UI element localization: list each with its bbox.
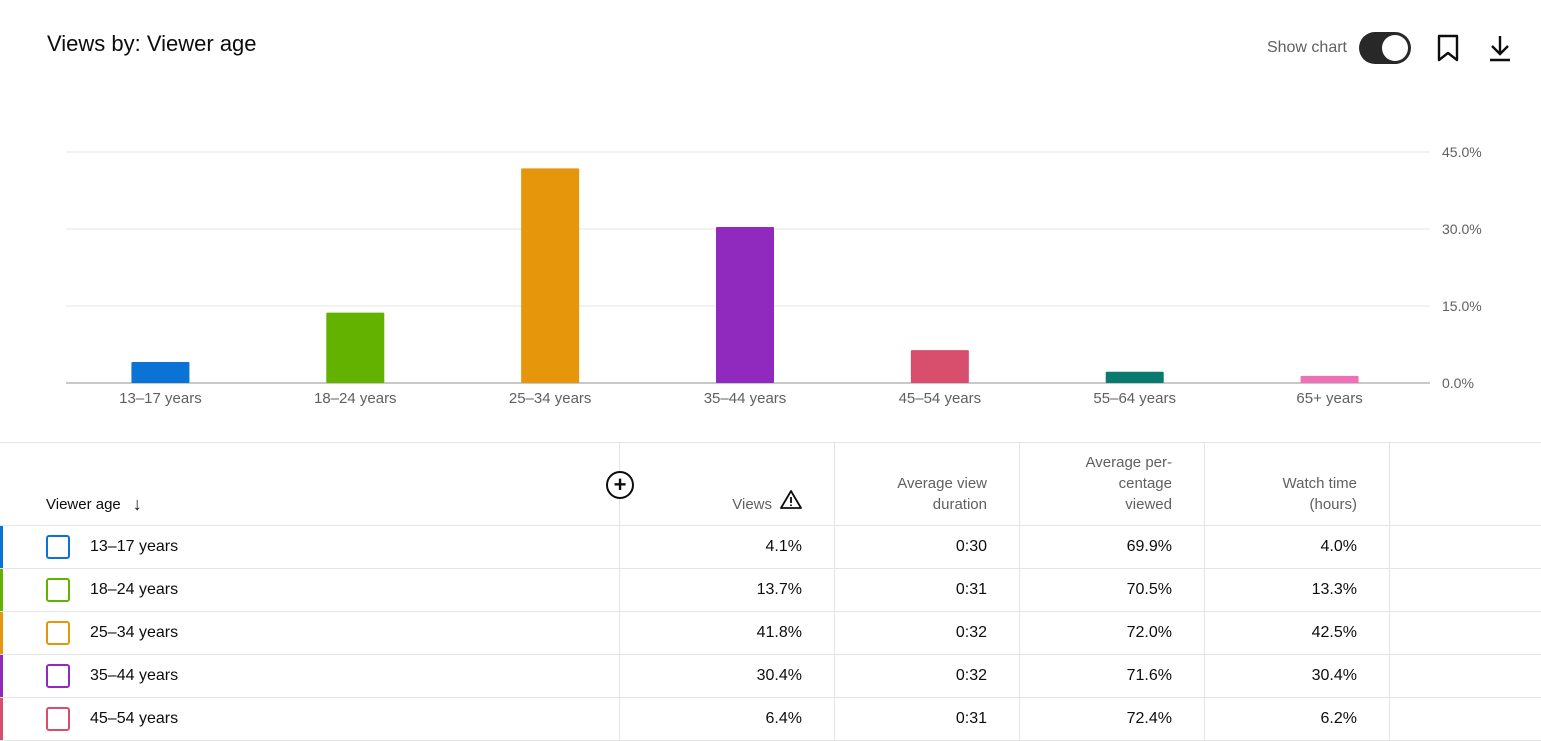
x-tick-label: 25–34 years [509, 390, 592, 407]
col-views[interactable]: Views [620, 443, 835, 525]
warning-icon [780, 489, 802, 515]
row-checkbox[interactable] [46, 578, 70, 602]
x-tick-label: 13–17 years [119, 390, 202, 407]
table-row[interactable]: 18–24 years 13.7% 0:31 70.5% 13.3% [0, 569, 1541, 612]
bar[interactable] [1300, 375, 1359, 383]
avg-percentage-cell: 71.6% [1020, 655, 1205, 697]
row-color-indicator [0, 612, 3, 654]
table-row[interactable]: 45–54 years 6.4% 0:31 72.4% 6.2% [0, 698, 1541, 741]
row-color-indicator [0, 569, 3, 611]
age-label: 25–34 years [90, 624, 179, 641]
bookmark-icon[interactable] [1433, 33, 1463, 63]
page-title: Views by: Viewer age [47, 31, 257, 56]
sort-down-icon: ↓ [132, 494, 142, 514]
col-viewer-age[interactable]: Viewer age ↓ [0, 443, 620, 525]
x-tick-label: 55–64 years [1093, 390, 1176, 407]
bar[interactable] [910, 350, 969, 383]
age-label: 35–44 years [90, 667, 179, 684]
x-tick-label: 18–24 years [314, 390, 397, 407]
views-cell: 4.1% [620, 526, 835, 568]
views-cell: 13.7% [620, 569, 835, 611]
col-avg-view-duration[interactable]: Average view duration [835, 443, 1020, 525]
watch-time-cell: 13.3% [1205, 569, 1390, 611]
watch-time-cell: 30.4% [1205, 655, 1390, 697]
avg-duration-cell: 0:32 [835, 655, 1020, 697]
bar[interactable] [131, 361, 190, 383]
bar[interactable] [326, 312, 385, 383]
views-cell: 30.4% [620, 655, 835, 697]
col-avg-percentage-viewed[interactable]: Average per- centage viewed [1020, 443, 1205, 525]
y-tick-label: 15.0% [1442, 298, 1482, 314]
y-tick-label: 30.0% [1442, 221, 1482, 237]
age-label: 13–17 years [90, 538, 179, 555]
x-tick-label: 35–44 years [704, 390, 787, 407]
watch-time-cell: 42.5% [1205, 612, 1390, 654]
row-color-indicator [0, 526, 3, 568]
avg-duration-cell: 0:30 [835, 526, 1020, 568]
avg-duration-cell: 0:31 [835, 569, 1020, 611]
x-tick-label: 45–54 years [899, 390, 982, 407]
bar-chart: 0.0% 15.0% 30.0% 45.0% 13–17 years 18–24 year… [66, 144, 1482, 407]
table-row[interactable]: 35–44 years 30.4% 0:32 71.6% 30.4% [0, 655, 1541, 698]
avg-duration-cell: 0:31 [835, 698, 1020, 740]
bar[interactable] [1105, 371, 1164, 383]
avg-duration-cell: 0:32 [835, 612, 1020, 654]
avg-percentage-cell: 72.0% [1020, 612, 1205, 654]
age-label: 18–24 years [90, 581, 179, 598]
add-metric-icon[interactable]: + [606, 471, 634, 499]
bar[interactable] [521, 168, 580, 383]
bar[interactable] [716, 226, 774, 383]
row-checkbox[interactable] [46, 664, 70, 688]
avg-percentage-cell: 70.5% [1020, 569, 1205, 611]
col-watch-time[interactable]: Watch time (hours) [1205, 443, 1390, 525]
row-checkbox[interactable] [46, 707, 70, 731]
row-color-indicator [0, 655, 3, 697]
toolbar: Show chart [1267, 32, 1515, 64]
avg-percentage-cell: 72.4% [1020, 698, 1205, 740]
watch-time-cell: 4.0% [1205, 526, 1390, 568]
table-row[interactable]: 25–34 years 41.8% 0:32 72.0% 42.5% [0, 612, 1541, 655]
download-icon[interactable] [1485, 33, 1515, 63]
show-chart-label: Show chart [1266, 39, 1347, 56]
data-table: Viewer age ↓ Views Average view duration … [0, 442, 1541, 741]
table-row[interactable]: 13–17 years 4.1% 0:30 69.9% 4.0% [0, 526, 1541, 569]
views-cell: 6.4% [620, 698, 835, 740]
age-label: 45–54 years [90, 710, 179, 727]
row-checkbox[interactable] [46, 621, 70, 645]
y-tick-label: 0.0% [1442, 375, 1474, 391]
avg-percentage-cell: 69.9% [1020, 526, 1205, 568]
x-tick-label: 65+ years [1296, 390, 1362, 407]
show-chart-toggle[interactable] [1359, 32, 1411, 64]
row-checkbox[interactable] [46, 535, 70, 559]
y-tick-label: 45.0% [1442, 144, 1482, 160]
views-cell: 41.8% [620, 612, 835, 654]
table-header: Viewer age ↓ Views Average view duration … [0, 443, 1541, 526]
row-color-indicator [0, 698, 3, 740]
watch-time-cell: 6.2% [1205, 698, 1390, 740]
